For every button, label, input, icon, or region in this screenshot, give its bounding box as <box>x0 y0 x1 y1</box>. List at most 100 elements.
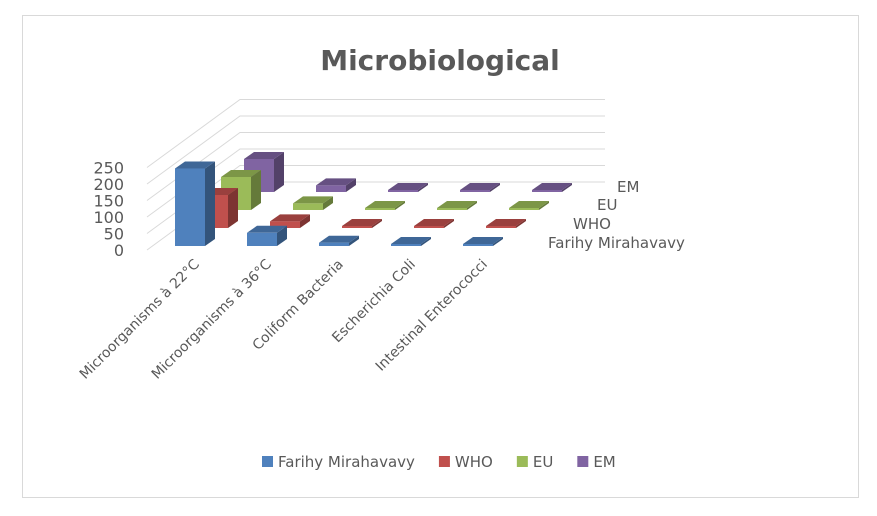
bar-front <box>460 190 490 192</box>
bar-side <box>395 201 405 210</box>
bar-side <box>277 225 287 246</box>
bar-top <box>391 237 431 244</box>
bar <box>293 196 333 210</box>
bar-front <box>316 185 346 192</box>
y-tick-label: 0 <box>114 241 124 260</box>
series-axis-label: EM <box>617 178 639 196</box>
bar-top <box>319 235 359 243</box>
bar <box>365 201 405 210</box>
bar-top <box>460 183 500 190</box>
y-tick-label: 100 <box>93 208 124 227</box>
legend-item: EM <box>577 453 616 471</box>
bar-front <box>463 244 493 246</box>
bar <box>316 178 356 192</box>
bar <box>532 183 572 192</box>
bar-side <box>418 183 428 192</box>
legend-swatch <box>262 456 273 467</box>
bar <box>463 237 503 246</box>
bar-front <box>270 221 300 228</box>
bar <box>437 201 477 210</box>
bar-side <box>493 237 503 246</box>
legend-label: EM <box>593 453 615 471</box>
bar-front <box>509 208 539 210</box>
bar <box>270 214 310 228</box>
bar-side <box>205 161 215 246</box>
bar-front <box>319 242 349 246</box>
bar-side <box>444 219 454 228</box>
bar-side <box>516 219 526 228</box>
bar-top <box>365 201 405 208</box>
gridline <box>146 115 605 185</box>
y-tick-label: 200 <box>93 175 124 194</box>
bar-top <box>342 219 382 226</box>
bar-front <box>414 226 444 228</box>
series-axis-label: Farihy Mirahavavy <box>548 234 685 252</box>
bar-front <box>365 208 395 210</box>
bar <box>175 161 215 246</box>
bar <box>391 237 431 246</box>
bar-side <box>490 183 500 192</box>
bar <box>414 219 454 228</box>
bar-top <box>414 219 454 226</box>
bar-front <box>293 203 323 210</box>
y-tick-label: 250 <box>93 159 124 178</box>
gridline <box>146 99 605 168</box>
legend-label: Farihy Mirahavavy <box>278 453 415 471</box>
legend-item: WHO <box>438 453 493 471</box>
series-axis-label: WHO <box>573 215 611 233</box>
bar-side <box>323 196 333 210</box>
bar <box>486 219 526 228</box>
legend-label: WHO <box>455 453 493 471</box>
bar-front <box>388 190 418 192</box>
bar-front <box>437 208 467 210</box>
bar <box>509 201 549 210</box>
bar-top <box>463 237 503 244</box>
bar <box>342 219 382 228</box>
y-tick-label: 50 <box>104 225 124 244</box>
legend-swatch <box>577 456 589 467</box>
bar-top <box>437 201 477 208</box>
legend-swatch <box>438 456 450 467</box>
category-label: Microorganisms à 22°C <box>77 256 203 382</box>
bar-side <box>251 170 261 210</box>
bar-front <box>175 168 205 246</box>
bar <box>460 183 500 192</box>
chart-frame <box>22 15 859 498</box>
bar-side <box>228 188 238 228</box>
bar-top <box>221 170 261 177</box>
legend-item: EU <box>516 453 553 471</box>
bar-top <box>247 225 287 233</box>
bar-top <box>532 183 572 190</box>
legend-label: EU <box>533 453 553 471</box>
bar-side <box>274 152 284 192</box>
bar-side <box>349 235 359 246</box>
bar-top <box>293 196 333 204</box>
bar-front <box>391 244 421 246</box>
bar-top <box>486 219 526 226</box>
bar-side <box>562 183 572 192</box>
bar-side <box>539 201 549 210</box>
bar <box>388 183 428 192</box>
bar-top <box>509 201 549 208</box>
category-label: Microorganisms à 36°C <box>149 256 275 382</box>
bar-side <box>346 178 356 192</box>
legend-swatch <box>516 456 528 467</box>
bar-front <box>247 232 277 246</box>
bar-top <box>175 161 215 169</box>
bar-side <box>300 214 310 228</box>
bar <box>319 235 359 246</box>
bar-top <box>244 152 284 159</box>
bar-front <box>486 226 516 228</box>
legend-item: Farihy Mirahavavy <box>262 453 415 471</box>
bar-front <box>342 226 372 228</box>
series-axis-label: EU <box>597 196 617 214</box>
bar-side <box>372 219 382 228</box>
bar-top <box>388 183 428 190</box>
y-tick-label: 150 <box>93 192 124 211</box>
bar-top <box>270 214 310 222</box>
bar-side <box>467 201 477 210</box>
chart-title: Microbiological <box>320 44 560 77</box>
bar-side <box>421 237 431 246</box>
